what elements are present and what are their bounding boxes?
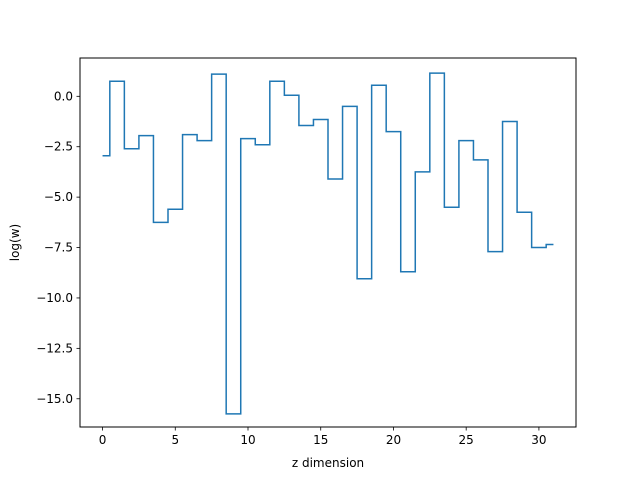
series-line-0 (102, 72, 554, 415)
y-tick-label: 0.0 (54, 89, 73, 103)
x-tick-label: 15 (313, 433, 328, 447)
x-axis-label: z dimension (292, 456, 364, 470)
y-tick-label: −12.5 (36, 341, 73, 355)
x-tick-label: 20 (386, 433, 401, 447)
axes-frame (79, 57, 577, 428)
x-tick-label: 0 (99, 433, 107, 447)
plot-area (102, 72, 554, 415)
y-tick-label: −10.0 (36, 291, 73, 305)
x-tick-label: 5 (171, 433, 179, 447)
x-tick-label: 30 (531, 433, 546, 447)
y-axis-ticks: 0.0 −2.5 −5.0 −7.5 −10.0 −12.5 −15.0 (36, 89, 80, 406)
y-tick-label: −15.0 (36, 392, 73, 406)
y-tick-label: −5.0 (44, 190, 73, 204)
y-tick-label: −7.5 (44, 241, 73, 255)
y-tick-label: −2.5 (44, 140, 73, 154)
x-tick-label: 10 (240, 433, 255, 447)
y-axis-label: log(w) (8, 224, 22, 261)
x-axis-ticks: 0 5 10 15 20 25 30 (99, 427, 547, 447)
x-tick-label: 25 (459, 433, 474, 447)
